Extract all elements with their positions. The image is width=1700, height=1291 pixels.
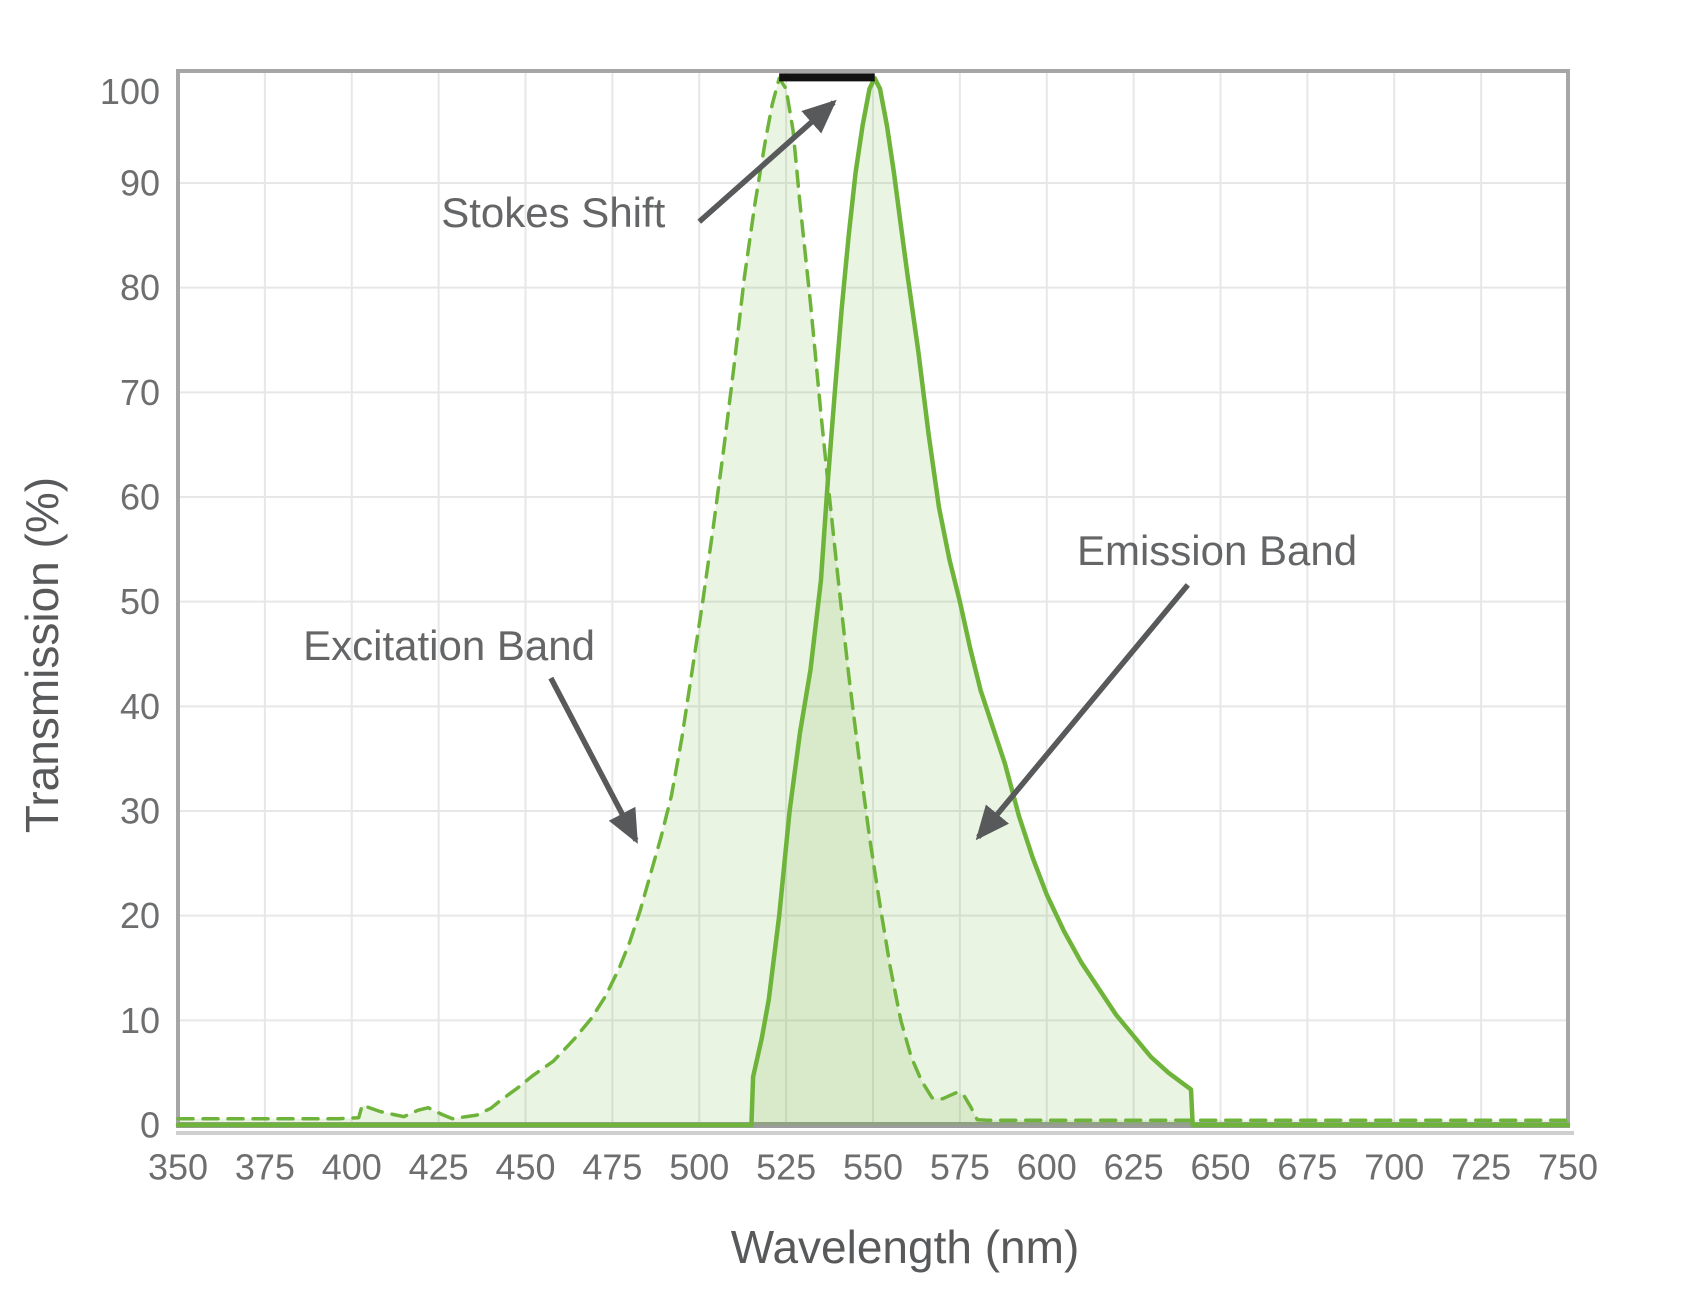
x-tick-label-375: 375 <box>235 1147 295 1188</box>
y-tick-label-30: 30 <box>120 790 160 831</box>
y-tick-label-70: 70 <box>120 372 160 413</box>
x-tick-label-425: 425 <box>409 1147 469 1188</box>
x-tick-label-525: 525 <box>756 1147 816 1188</box>
x-tick-label-575: 575 <box>930 1147 990 1188</box>
excitation-band-curve <box>176 76 1570 1123</box>
stokes-shift-arrow <box>697 99 837 224</box>
x-tick-label-475: 475 <box>582 1147 642 1188</box>
y-tick-label-100: 100 <box>100 71 160 112</box>
x-axis-tick-labels: 350 375 400 425 450 475 500 525 550 575 600 625 650 6… <box>148 1147 1598 1188</box>
excitation-band-label: Excitation Band <box>303 622 595 669</box>
x-tick-label-500: 500 <box>669 1147 729 1188</box>
emission-band-curve <box>175 76 1571 1128</box>
excitation-band-area <box>178 78 1568 1125</box>
y-tick-label-20: 20 <box>120 895 160 936</box>
x-tick-label-600: 600 <box>1017 1147 1077 1188</box>
x-tick-label-400: 400 <box>322 1147 382 1188</box>
emission-band-label: Emission Band <box>1077 527 1357 574</box>
x-axis-title: Wavelength (nm) <box>731 1221 1080 1273</box>
annotations: Stokes Shift Excitation Band Emission Band <box>303 99 1357 844</box>
x-tick-label-700: 700 <box>1364 1147 1424 1188</box>
emission-band-arrow <box>975 583 1190 841</box>
x-tick-label-450: 450 <box>495 1147 555 1188</box>
y-tick-label-40: 40 <box>120 686 160 727</box>
excitation-band-arrow <box>548 676 639 844</box>
x-tick-label-750: 750 <box>1538 1147 1598 1188</box>
x-tick-label-625: 625 <box>1104 1147 1164 1188</box>
x-tick-label-350: 350 <box>148 1147 208 1188</box>
spectra-curves <box>175 76 1571 1128</box>
x-tick-label-550: 550 <box>843 1147 903 1188</box>
spectra-fill-areas <box>178 78 1568 1125</box>
y-tick-label-10: 10 <box>120 1000 160 1041</box>
y-tick-label-80: 80 <box>120 267 160 308</box>
y-axis-tick-labels: 0 10 20 30 40 50 60 70 80 90 100 <box>100 71 160 1146</box>
stokes-shift-label: Stokes Shift <box>441 189 665 236</box>
x-tick-label-725: 725 <box>1451 1147 1511 1188</box>
emission-band-area <box>178 78 1568 1125</box>
x-tick-label-650: 650 <box>1190 1147 1250 1188</box>
y-tick-label-0: 0 <box>140 1105 160 1146</box>
y-tick-label-60: 60 <box>120 476 160 517</box>
y-tick-label-90: 90 <box>120 162 160 203</box>
y-axis-title: Transmission (%) <box>16 477 68 833</box>
x-tick-label-675: 675 <box>1277 1147 1337 1188</box>
gridlines <box>178 71 1568 1125</box>
y-tick-label-50: 50 <box>120 581 160 622</box>
